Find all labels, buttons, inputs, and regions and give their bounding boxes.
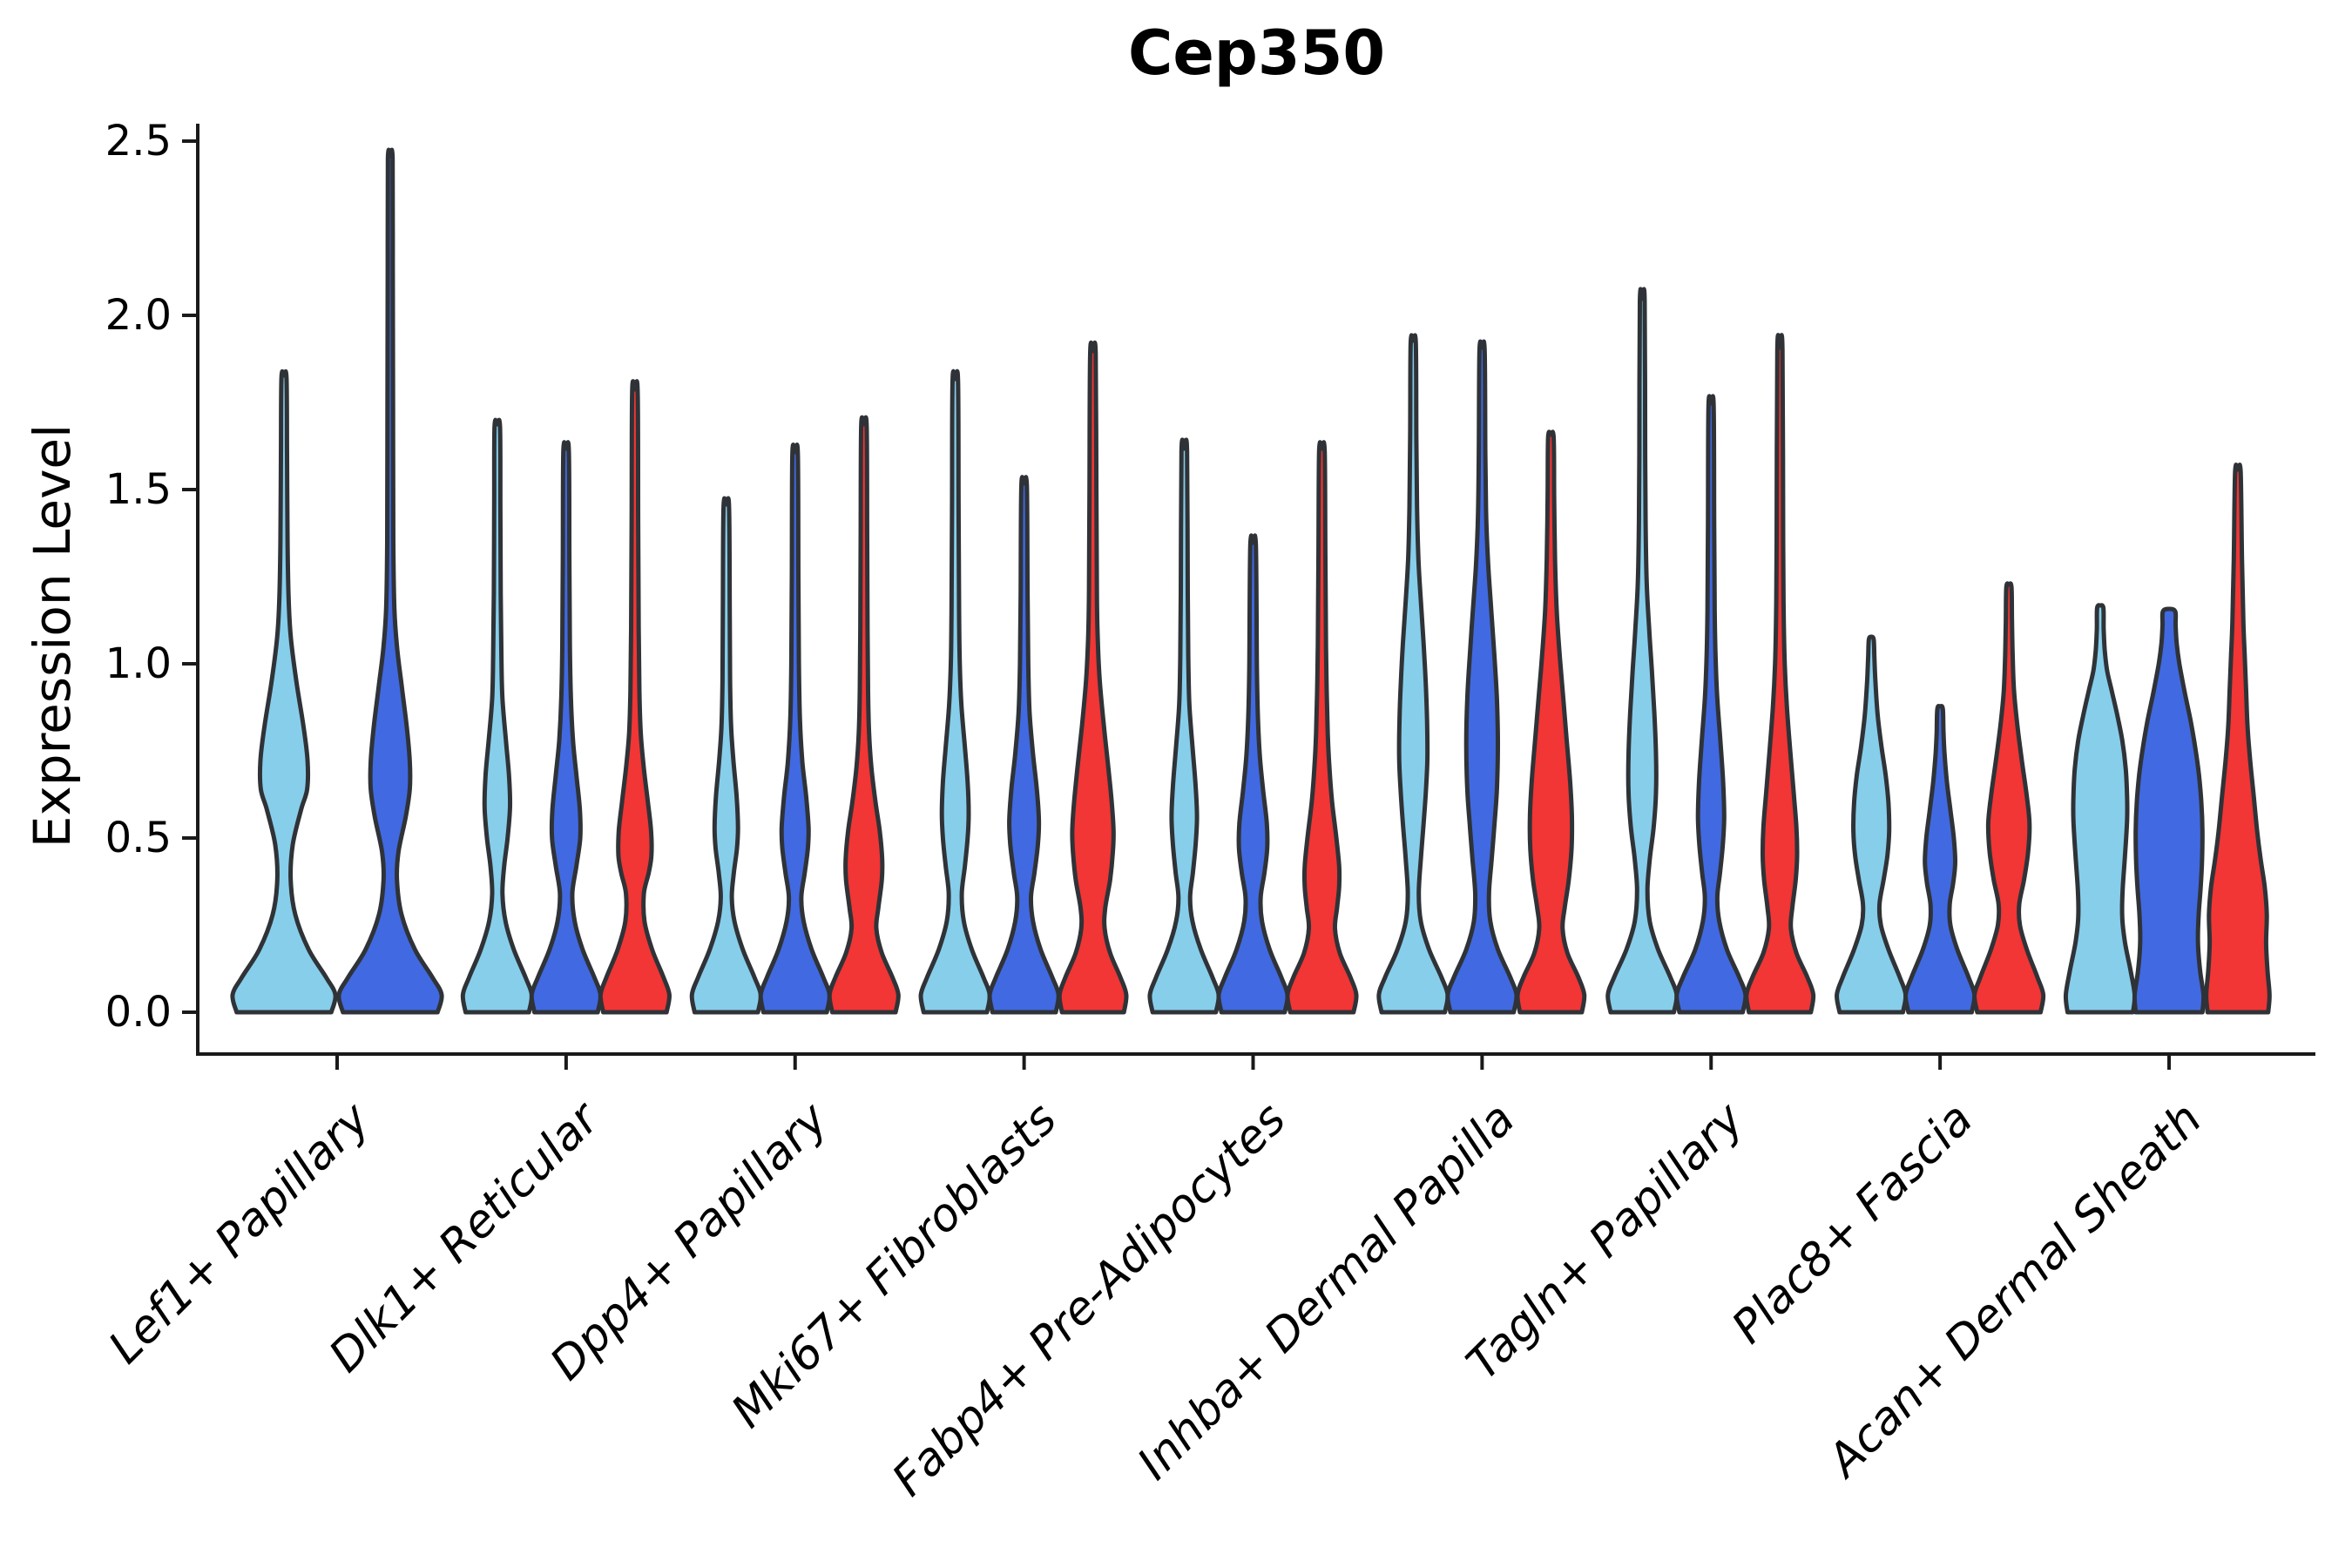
violin-inhba-dermal-papilla-light_blue [1376,333,1450,1015]
violin-tagln-papillary-light_blue [1605,287,1680,1015]
violin-dpp4-papillary-light_blue [689,496,763,1015]
violin-acan-dermal-sheath-red [2204,462,2272,1015]
x-tick-label-acan-dermal-sheath: Acan+ Dermal Sheath [1816,1093,2212,1489]
violin-plac8-fascia-red [1972,581,2046,1015]
y-tick-label: 1.0 [105,639,172,688]
chart-title: Cep350 [1127,17,1386,89]
x-tick-label-plac8-fascia: Plac8+ Fascia [1722,1093,1983,1354]
violin-fabp4-pre-adipocytes-light_blue [1147,437,1221,1015]
violin-acan-dermal-sheath-light_blue [2063,603,2138,1015]
violin-lef1-papillary-dark_blue [336,147,444,1015]
violin-inhba-dermal-papilla-dark_blue [1445,339,1519,1015]
violin-inhba-dermal-papilla-red [1515,429,1587,1015]
violin-dpp4-papillary-red [827,415,901,1015]
violin-dlk1-reticular-light_blue [460,417,534,1015]
violin-dpp4-papillary-dark_blue [758,443,832,1015]
y-tick-label: 0.0 [105,988,172,1037]
y-tick-label: 2.0 [105,291,172,340]
violin-mki67-fibroblasts-light_blue [918,368,992,1015]
y-tick-label: 0.5 [105,814,172,862]
violin-dlk1-reticular-dark_blue [529,440,603,1015]
violin-lef1-papillary-light_blue [230,368,338,1015]
y-tick-label: 2.5 [105,117,172,166]
axis-spines [196,124,2315,1056]
violin-fabp4-pre-adipocytes-red [1285,440,1359,1015]
violin-mki67-fibroblasts-dark_blue [987,475,1061,1015]
violin-tagln-papillary-red [1744,333,1816,1015]
y-tick-label: 1.5 [105,465,172,514]
violin-plac8-fascia-dark_blue [1903,704,1977,1015]
violin-tagln-papillary-dark_blue [1674,394,1748,1015]
violin-acan-dermal-sheath-dark_blue [2132,606,2207,1015]
x-tick-label-inhba-dermal-papilla: Inhba+ Dermal Papilla [1128,1093,1525,1490]
x-tick-label-fabp4-pre-adipocytes: Fabp4+ Pre-Adipocytes [882,1093,1296,1507]
violin-fabp4-pre-adipocytes-dark_blue [1216,533,1290,1015]
violin-mki67-fibroblasts-red [1057,340,1129,1015]
violin-dlk1-reticular-red [598,379,672,1015]
violin-plac8-fascia-light_blue [1835,634,1909,1015]
